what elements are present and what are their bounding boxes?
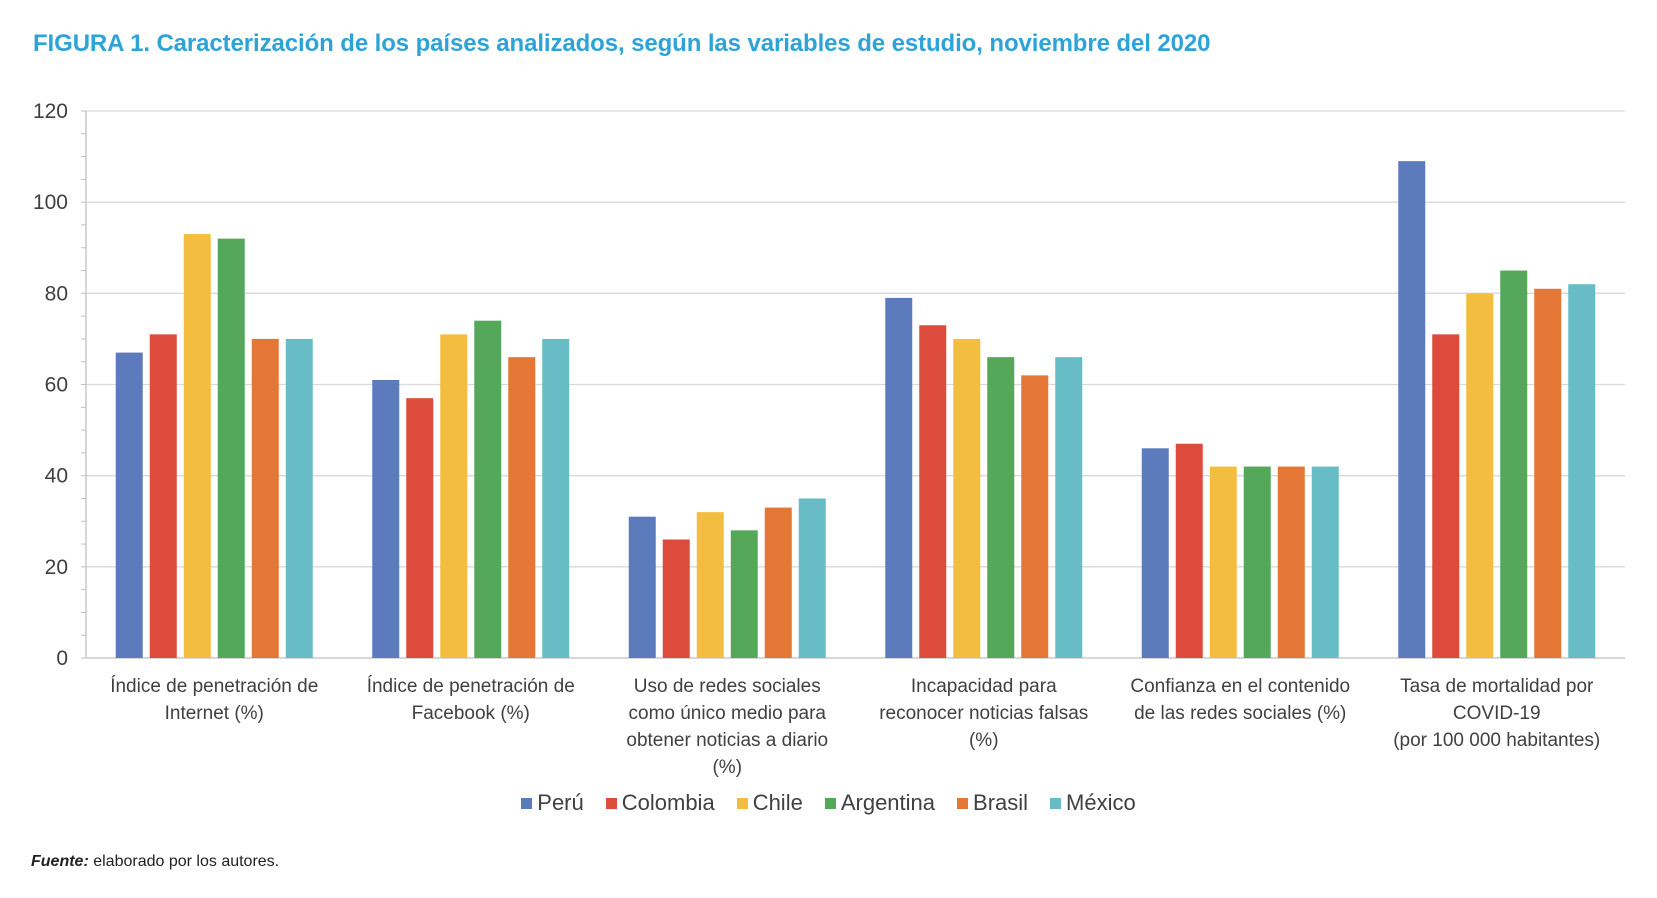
legend-swatch bbox=[736, 797, 748, 809]
x-category-label: Internet (%) bbox=[165, 703, 264, 724]
legend-swatch bbox=[824, 797, 836, 809]
bar-brasil-5 bbox=[1534, 288, 1562, 658]
y-tick-label: 100 bbox=[33, 191, 68, 214]
bar-mexico-4 bbox=[1311, 466, 1339, 658]
legend-label: Chile bbox=[752, 790, 803, 815]
bar-peru-0 bbox=[115, 352, 143, 658]
x-category-label: (por 100 000 habitantes) bbox=[1393, 730, 1600, 751]
x-category-label: Confianza en el contenido bbox=[1130, 676, 1350, 697]
legend: Perú Colombia Chile Argentina Brasil México bbox=[0, 790, 1657, 816]
source-text: elaborado por los autores. bbox=[88, 853, 280, 870]
x-category-label: como único medio para bbox=[629, 703, 827, 724]
y-tick-label: 60 bbox=[45, 374, 68, 397]
bar-mexico-1 bbox=[542, 338, 570, 658]
bar-brasil-2 bbox=[764, 507, 792, 658]
legend-label: Argentina bbox=[840, 790, 936, 815]
bar-mexico-5 bbox=[1568, 284, 1596, 658]
bar-chile-0 bbox=[183, 234, 211, 658]
x-category-label: reconocer noticias falsas bbox=[879, 703, 1088, 724]
legend-swatch bbox=[1050, 797, 1062, 809]
legend-label: Colombia bbox=[621, 790, 715, 815]
bar-peru-2 bbox=[628, 516, 656, 658]
x-category-label: Tasa de mortalidad por bbox=[1400, 676, 1594, 697]
legend-item: Chile bbox=[736, 790, 803, 816]
bar-brasil-0 bbox=[251, 338, 279, 658]
y-tick-label: 0 bbox=[56, 647, 68, 670]
legend-label: Perú bbox=[537, 790, 584, 815]
legend-item: Perú bbox=[521, 790, 584, 816]
bar-mexico-0 bbox=[285, 338, 313, 658]
bar-mexico-2 bbox=[798, 498, 826, 658]
legend-label: México bbox=[1066, 790, 1136, 815]
bar-mexico-3 bbox=[1055, 357, 1083, 658]
bar-brasil-4 bbox=[1277, 466, 1305, 658]
x-category-label: Uso de redes sociales bbox=[634, 676, 821, 697]
bar-peru-5 bbox=[1398, 161, 1426, 658]
bar-argentina-0 bbox=[217, 238, 245, 658]
source-label: Fuente: bbox=[31, 853, 89, 870]
x-category-label: COVID-19 bbox=[1453, 703, 1541, 724]
y-tick-label: 120 bbox=[33, 100, 68, 123]
bar-chile-2 bbox=[696, 512, 724, 658]
legend-item: México bbox=[1050, 790, 1136, 816]
bar-colombia-3 bbox=[919, 325, 947, 658]
legend-item: Colombia bbox=[605, 790, 715, 816]
legend-item: Argentina bbox=[824, 790, 936, 816]
bar-colombia-5 bbox=[1432, 334, 1460, 658]
legend-swatch bbox=[605, 797, 617, 809]
bar-colombia-0 bbox=[149, 334, 177, 658]
bar-chile-5 bbox=[1466, 293, 1494, 658]
bar-argentina-1 bbox=[474, 320, 502, 658]
bar-argentina-4 bbox=[1243, 466, 1271, 658]
x-category-label: obtener noticias a diario bbox=[626, 730, 828, 751]
bar-chile-3 bbox=[953, 338, 981, 658]
x-category-label: de las redes sociales (%) bbox=[1134, 703, 1346, 724]
x-category-label: Índice de penetración de bbox=[367, 676, 575, 697]
bar-argentina-2 bbox=[730, 530, 758, 658]
x-category-label: Facebook (%) bbox=[412, 703, 530, 724]
bar-chile-1 bbox=[440, 334, 468, 658]
bar-brasil-3 bbox=[1021, 375, 1049, 658]
bar-peru-1 bbox=[372, 379, 400, 658]
bar-peru-4 bbox=[1141, 448, 1169, 658]
y-tick-label: 20 bbox=[45, 556, 68, 579]
x-category-label: Índice de penetración de bbox=[110, 676, 318, 697]
bar-argentina-3 bbox=[987, 357, 1015, 658]
bar-argentina-5 bbox=[1500, 270, 1528, 658]
x-category-label: (%) bbox=[712, 757, 742, 778]
bar-brasil-1 bbox=[508, 357, 536, 658]
bar-colombia-2 bbox=[662, 539, 690, 658]
figure-title: FIGURA 1. Caracterización de los países … bbox=[33, 30, 1211, 57]
legend-label: Brasil bbox=[973, 790, 1029, 815]
x-category-label: Incapacidad para bbox=[911, 676, 1057, 697]
y-tick-label: 80 bbox=[45, 282, 68, 305]
source-note: Fuente: elaborado por los autores. bbox=[31, 853, 279, 871]
bar-peru-3 bbox=[885, 297, 913, 658]
legend-item: Brasil bbox=[957, 790, 1028, 816]
x-category-label: (%) bbox=[969, 730, 999, 751]
y-tick-label: 40 bbox=[45, 465, 68, 488]
bar-chile-4 bbox=[1209, 466, 1237, 658]
bar-colombia-4 bbox=[1175, 443, 1203, 658]
legend-swatch bbox=[521, 797, 533, 809]
bar-colombia-1 bbox=[406, 398, 434, 658]
legend-swatch bbox=[957, 797, 969, 809]
